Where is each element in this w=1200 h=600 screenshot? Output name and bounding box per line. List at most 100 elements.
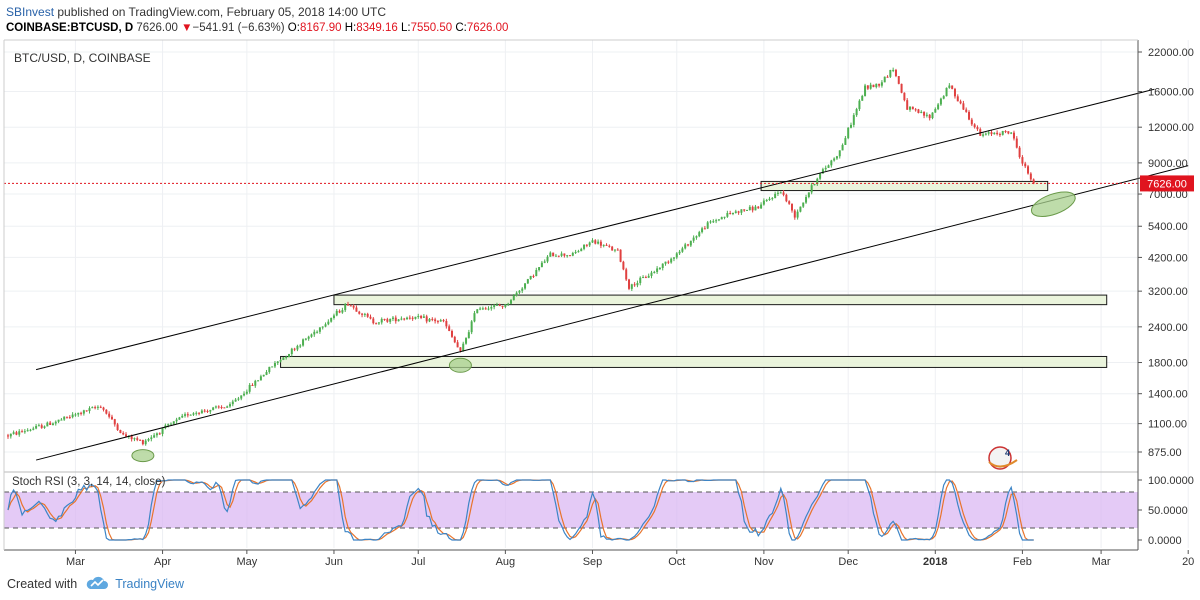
candle [304,338,307,340]
candle [9,433,12,437]
support-zones [280,180,1108,368]
candle [684,244,687,249]
close-label: C: [455,22,467,34]
candle [844,138,847,145]
candle [369,316,372,319]
price-chart-svg[interactable]: 22000.00 16000.00 12000.00 9000.00 7000.00 54… [0,0,1200,570]
candle [257,380,260,382]
candle [1032,179,1035,184]
candle [203,410,206,412]
candle [428,318,431,322]
candle [903,92,906,101]
tradingview-link[interactable]: TradingView [115,577,184,591]
candle [189,414,192,416]
candle [113,419,116,425]
candle [94,407,97,409]
candle [147,439,150,441]
candle [119,429,122,433]
candle [102,407,105,410]
candle [894,69,897,77]
candle [307,336,310,339]
candle [751,206,754,211]
time-tick-label: Oct [668,556,685,568]
indicator-tick-label: 50.0000 [1148,505,1188,517]
candle [554,255,557,257]
candle [420,316,423,318]
candle [937,104,940,110]
candle [108,413,111,417]
candle [60,419,63,421]
candle [465,338,468,344]
candle [15,432,18,435]
candle [566,255,569,257]
candle [366,313,369,317]
candle [391,317,394,319]
candle [701,228,704,233]
candle [310,334,313,337]
last-price-tag-label: 7626.00 [1147,178,1187,190]
time-tick-label: Jul [411,556,425,568]
price-tick-label: 1400.00 [1148,389,1188,401]
candle [838,150,841,157]
candle [37,425,40,427]
chart-area[interactable]: 22000.00 16000.00 12000.00 9000.00 7000.00 54… [0,0,1200,570]
candle [417,316,420,318]
candle [695,236,698,238]
support-zone [760,180,1049,192]
candle [125,434,128,437]
author-badge-icon [988,446,1012,470]
candle [569,255,571,257]
candle [372,318,375,324]
candle [105,409,108,414]
candle [639,277,642,284]
candle [473,313,476,322]
candle [77,412,80,415]
candle [71,414,74,418]
candle [383,318,386,320]
indicator-tick-label: 100.0000 [1148,475,1194,487]
candle [532,275,535,277]
candle [400,318,403,320]
candle [549,252,552,257]
candle [299,345,302,347]
candle [956,96,959,102]
time-tick-label: Dec [838,556,858,568]
price-tick-label: 22000.00 [1148,47,1194,59]
candle [144,440,147,445]
candle [591,240,594,243]
candle [1021,157,1024,164]
candle [869,84,872,89]
candle [911,106,914,110]
candle [324,324,327,327]
candle [445,321,448,327]
candle [996,132,999,135]
chart-title: BTC/USD, D, COINBASE [14,51,151,65]
candle [1010,132,1013,134]
candle [790,203,793,211]
candle [467,332,470,339]
candle [476,309,479,314]
candle [605,244,608,246]
candle [434,319,437,322]
candle [63,416,66,420]
candle [1004,131,1007,133]
candle [406,317,409,319]
candle [335,310,338,316]
candle [442,320,445,322]
candle [501,306,504,308]
candle [647,275,650,278]
candle [206,410,209,412]
candle [717,219,720,221]
candle [928,114,931,119]
candle [237,398,240,400]
down-arrow-icon: ▼ [181,22,193,34]
candle [394,317,397,322]
candle [526,279,529,284]
candle [776,192,779,194]
candle [557,255,560,257]
author-link[interactable]: SBInvest [6,5,55,19]
candle [88,408,91,412]
candle [487,308,490,310]
candle [692,237,695,241]
candle [403,318,406,320]
